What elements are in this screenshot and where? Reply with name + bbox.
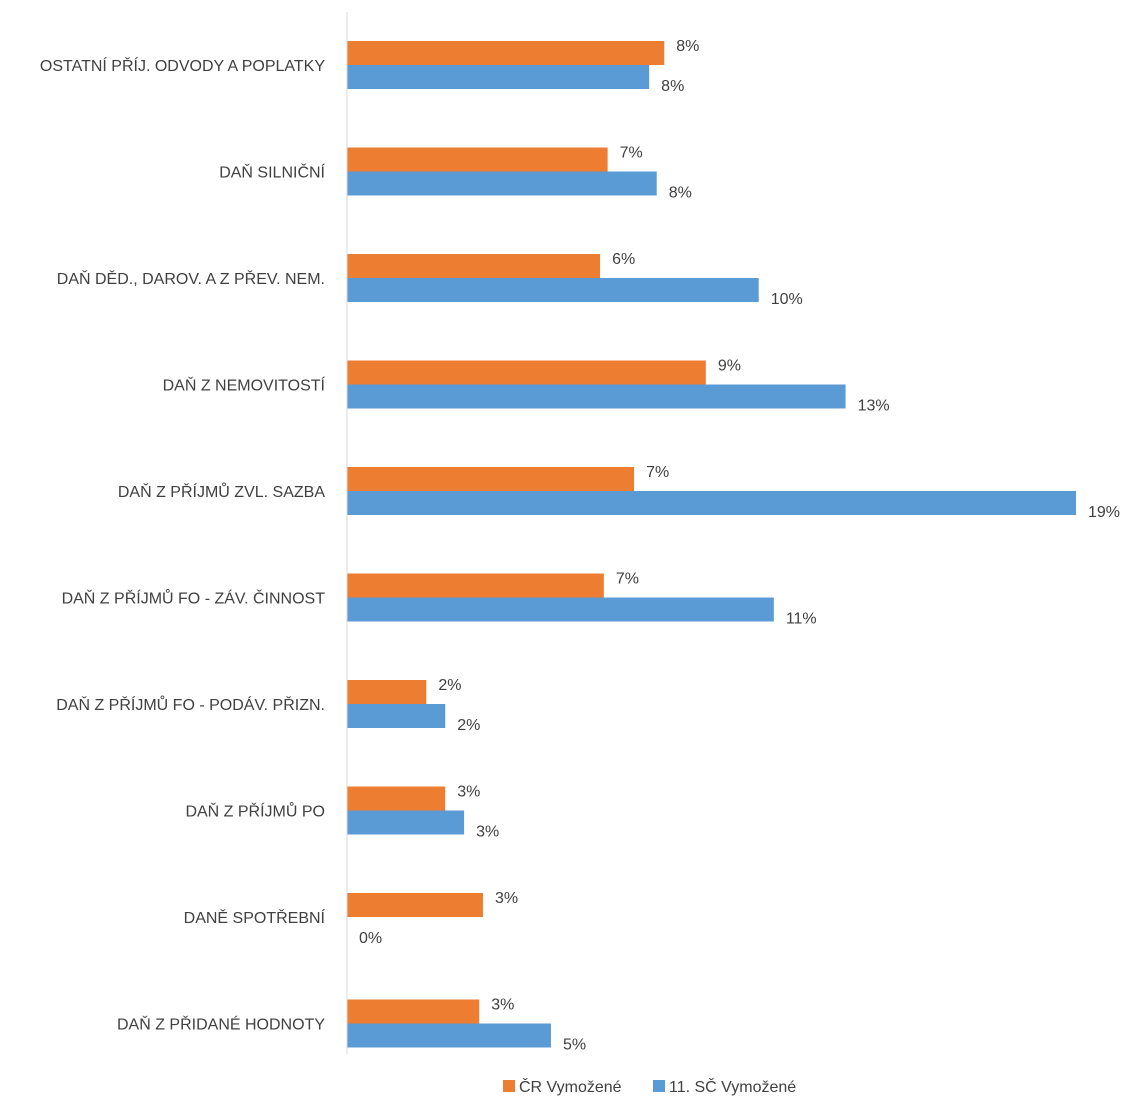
bar-cr (347, 999, 480, 1024)
bar-11sc (347, 65, 650, 89)
data-label: 0% (359, 930, 382, 947)
bar-11sc (347, 1023, 551, 1048)
bar-11sc (347, 384, 846, 409)
data-label: 7% (620, 145, 643, 162)
bar-cr (347, 680, 427, 704)
bar-cr (347, 786, 446, 811)
data-label: 6% (612, 251, 635, 268)
data-label: 5% (563, 1037, 586, 1054)
bar-cr (347, 467, 635, 491)
bar-11sc (347, 171, 657, 196)
legend-swatch-cr (503, 1080, 515, 1092)
category-label: DAŇ DĚD., DAROV. A Z PŘEV. NEM. (57, 269, 325, 288)
data-label: 19% (1088, 504, 1120, 521)
data-label: 3% (457, 784, 480, 801)
data-label: 7% (616, 571, 639, 588)
bar-11sc (347, 491, 1076, 515)
category-label: DAŇ Z PŘÍJMŮ ZVL. SAZBA (118, 482, 325, 501)
category-label: DANĚ SPOTŘEBNÍ (184, 908, 326, 927)
bar-11sc (347, 810, 465, 835)
category-label: DAŇ Z PŘÍJMŮ FO - ZÁV. ČINNOST (62, 589, 326, 608)
category-label: DAŇ Z NEMOVITOSTÍ (163, 376, 326, 395)
bar-cr (347, 41, 665, 65)
data-label: 9% (718, 358, 741, 375)
bar-cr (347, 360, 706, 385)
data-label: 2% (457, 717, 480, 734)
data-label: 8% (661, 78, 684, 95)
category-label: DAŇ Z PŘÍJMŮ PO (185, 802, 325, 821)
category-label: DAŇ Z PŘIDANÉ HODNOTY (117, 1015, 325, 1034)
bar-cr (347, 147, 608, 172)
category-label: OSTATNÍ PŘÍJ. ODVODY A POPLATKY (40, 56, 325, 75)
data-label: 10% (771, 291, 803, 308)
legend-swatch-11sc (653, 1080, 665, 1092)
data-label: 3% (476, 824, 499, 841)
legend-label-11sc: 11. SČ Vymožené (669, 1077, 796, 1096)
bars-layer (347, 41, 1076, 1048)
legend-label-cr: ČR Vymožené (519, 1077, 622, 1096)
data-label: 8% (676, 38, 699, 55)
data-label: 3% (491, 997, 514, 1014)
bar-11sc (347, 597, 774, 622)
data-label: 13% (858, 398, 890, 415)
bar-11sc (347, 704, 446, 728)
category-label: DAŇ SILNIČNÍ (219, 163, 325, 182)
bar-cr (347, 254, 601, 278)
bar-cr (347, 573, 604, 598)
data-label: 2% (438, 677, 461, 694)
category-label: DAŇ Z PŘÍJMŮ FO - PODÁV. PŘIZN. (56, 695, 325, 714)
data-label: 11% (786, 611, 817, 628)
legend: ČR Vymožené 11. SČ Vymožené (503, 1077, 796, 1096)
data-label: 3% (495, 890, 518, 907)
data-label: 7% (646, 464, 669, 481)
bar-cr (347, 893, 483, 917)
bar-11sc (347, 278, 759, 302)
labels-layer: OSTATNÍ PŘÍJ. ODVODY A POPLATKY 8% 8% DAŇ S… (40, 38, 1120, 1054)
data-label: 8% (669, 185, 692, 202)
